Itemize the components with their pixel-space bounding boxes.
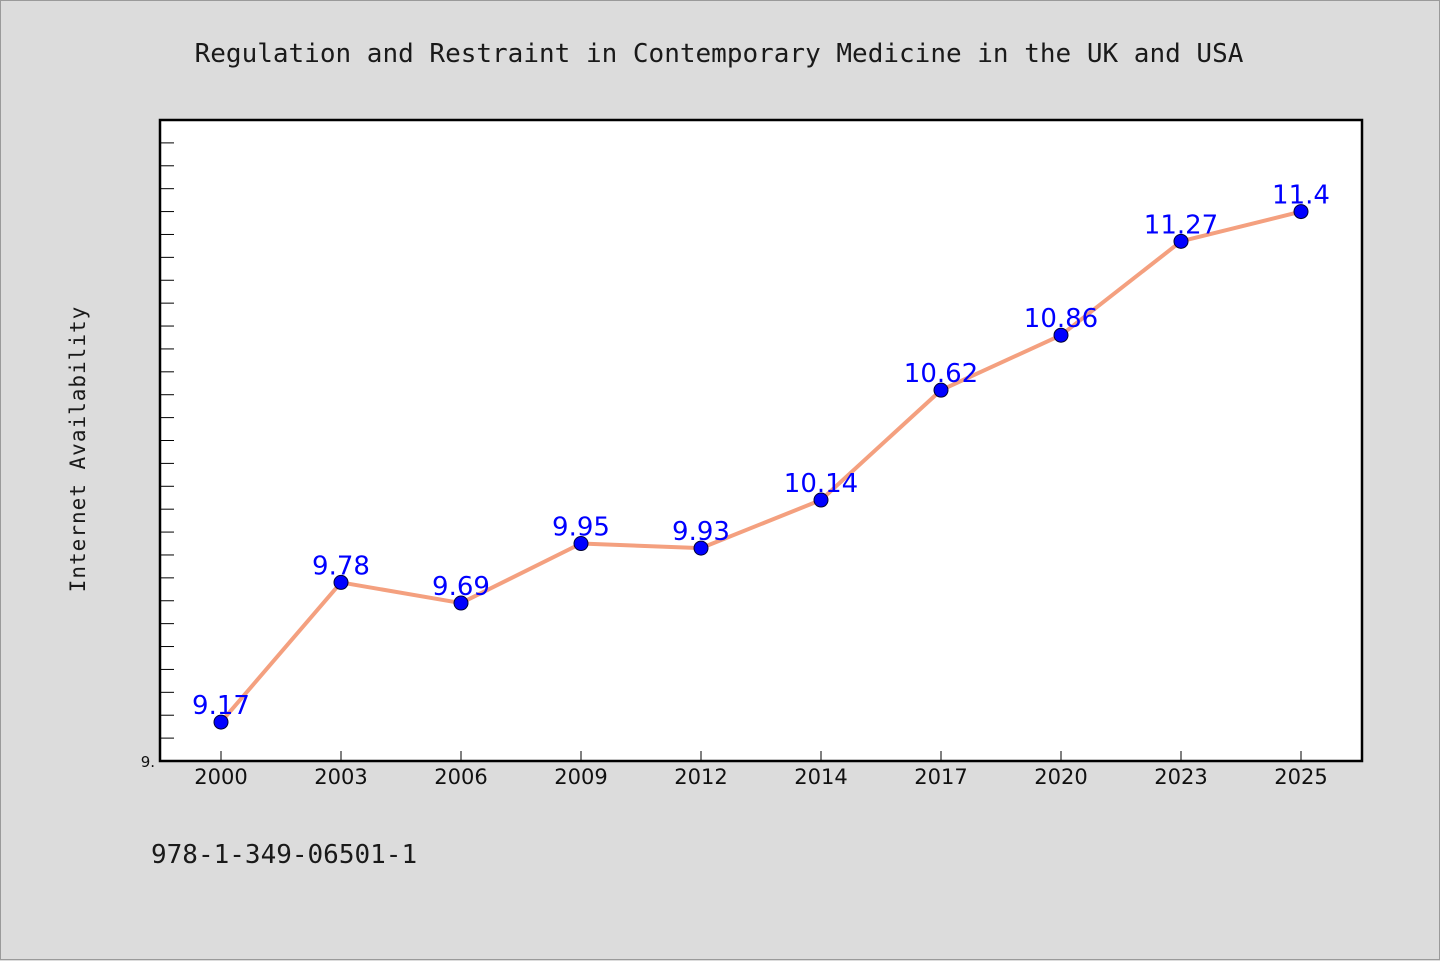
data-point bbox=[333, 574, 349, 590]
data-label: 10.86 bbox=[1024, 304, 1098, 334]
y-tick-label: 9. bbox=[141, 753, 155, 771]
series-layer: 9.17 9.78 9.69 9.95 9.93 10.14 10.62 10.86 11.27… bbox=[192, 181, 1330, 730]
data-label: 10.62 bbox=[904, 359, 978, 389]
x-tick-label: 2023 bbox=[1154, 765, 1207, 789]
chart-title: Regulation and Restraint in Contemporary… bbox=[195, 39, 1244, 69]
data-point bbox=[1173, 233, 1189, 249]
plot-area bbox=[158, 118, 1364, 763]
x-tick-label: 2017 bbox=[914, 765, 967, 789]
data-point bbox=[1053, 327, 1069, 343]
data-point bbox=[933, 382, 949, 398]
data-label: 10.14 bbox=[784, 469, 858, 499]
y-axis-ticks bbox=[160, 142, 174, 739]
x-tick-label: 2000 bbox=[194, 765, 247, 789]
data-label: 9.95 bbox=[552, 513, 610, 543]
data-point bbox=[693, 540, 709, 556]
data-label: 11.27 bbox=[1144, 210, 1218, 240]
x-tick-label: 2003 bbox=[314, 765, 367, 789]
data-label: 11.4 bbox=[1272, 181, 1330, 211]
x-tick-label: 2009 bbox=[554, 765, 607, 789]
data-label: 9.93 bbox=[672, 517, 730, 547]
data-point bbox=[453, 595, 469, 611]
x-tick-label: 2025 bbox=[1274, 765, 1327, 789]
y-axis-label: Internet Availability bbox=[66, 306, 90, 593]
data-label: 9.78 bbox=[312, 551, 370, 581]
data-point bbox=[1293, 204, 1309, 220]
isbn-footer: 978-1-349-06501-1 bbox=[151, 840, 417, 870]
x-tick-label: 2012 bbox=[674, 765, 727, 789]
series-line bbox=[219, 209, 1303, 725]
data-label: 9.69 bbox=[432, 572, 490, 602]
x-axis-ticks: 2000 2003 2006 2009 2012 2014 2017 2020 2023 2025 bbox=[194, 751, 1328, 789]
data-point bbox=[213, 714, 229, 730]
x-tick-label: 2020 bbox=[1034, 765, 1087, 789]
x-tick-label: 2014 bbox=[794, 765, 847, 789]
data-label: 9.17 bbox=[192, 691, 250, 721]
data-point bbox=[813, 492, 829, 508]
data-point bbox=[573, 536, 589, 552]
x-tick-label: 2006 bbox=[434, 765, 487, 789]
